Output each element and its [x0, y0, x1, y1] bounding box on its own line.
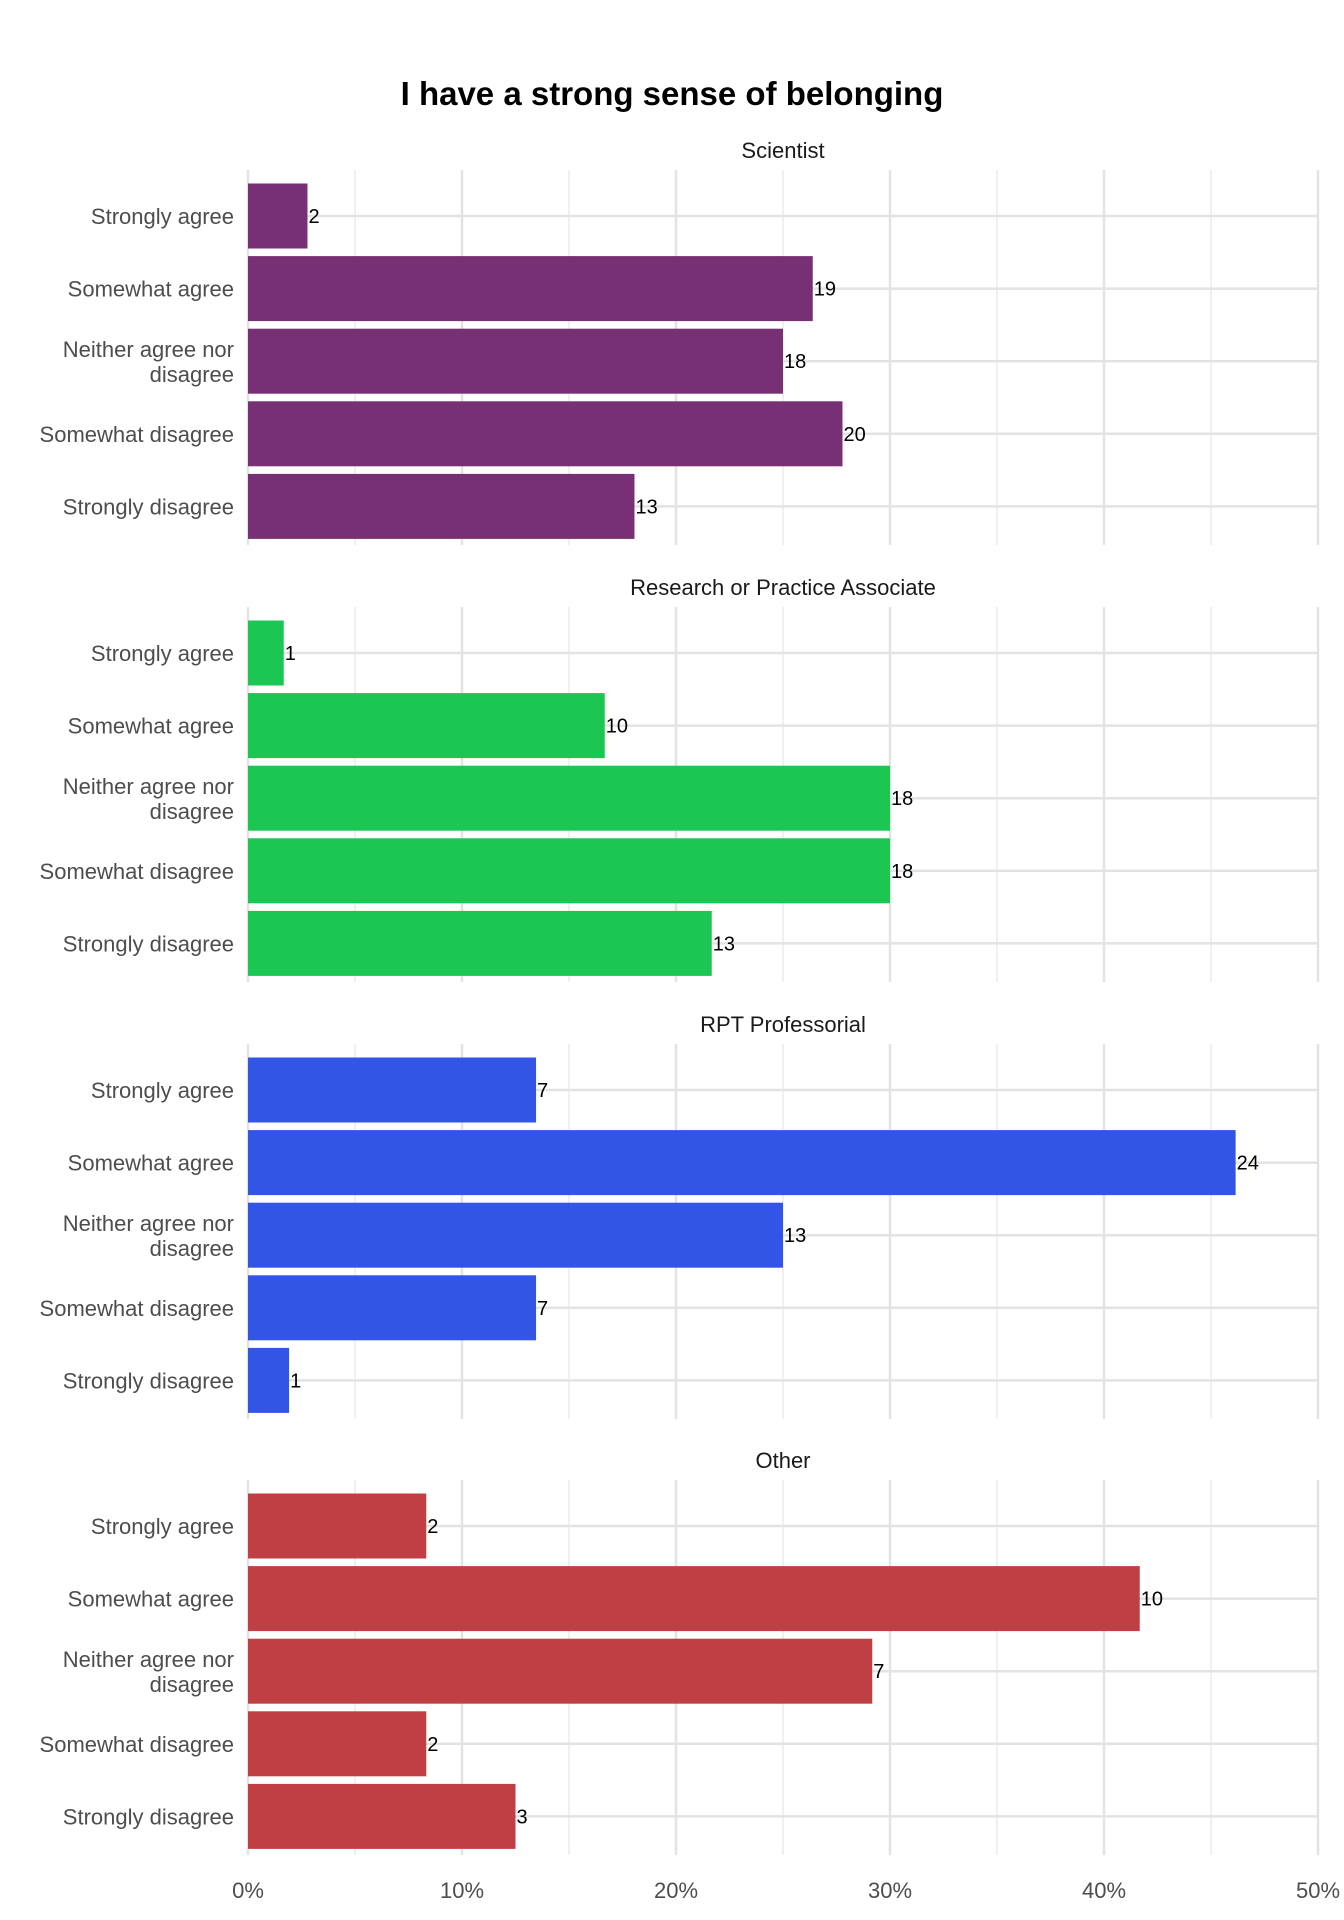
category-label: Somewhat agree [68, 1587, 234, 1612]
bar [248, 693, 605, 759]
category-label: Strongly disagree [63, 1368, 234, 1393]
category-label: Strongly agree [91, 204, 234, 229]
category-label: Strongly disagree [63, 931, 234, 956]
category-label: Somewhat agree [68, 1151, 234, 1176]
data-label: 13 [784, 1225, 806, 1247]
panel-other: Other 2 Strongly agree 10 Somewhat agree 7 Nei… [40, 1448, 1320, 1855]
x-tick-label: 10% [440, 1878, 484, 1903]
category-label: Somewhat agree [68, 714, 234, 739]
data-label: 10 [606, 716, 628, 738]
data-label: 13 [635, 496, 657, 518]
category-label: Somewhat disagree [40, 422, 234, 447]
panel-title: RPT Professorial [700, 1012, 866, 1037]
panel-rpt-professorial: RPT Professorial 7 Strongly agree 24 Somewha… [40, 1012, 1320, 1419]
bar [248, 1566, 1140, 1632]
panel-scientist: Scientist 2 Strongly agree 19 Somewhat agree… [40, 138, 1320, 545]
chart-title: I have a strong sense of belonging [401, 75, 944, 112]
data-label: 18 [891, 788, 913, 810]
category-label: Neither agree nor disagree [63, 1211, 234, 1261]
data-label: 18 [784, 351, 806, 373]
data-label: 7 [537, 1080, 548, 1102]
category-label-line: disagree [150, 362, 234, 387]
data-label: 1 [285, 643, 296, 665]
category-label-line: disagree [150, 1236, 234, 1261]
category-label: Strongly agree [91, 1514, 234, 1539]
category-label: Neither agree nor disagree [63, 774, 234, 824]
data-label: 1 [290, 1370, 301, 1392]
x-tick-label: 30% [868, 1878, 912, 1903]
data-label: 24 [1237, 1153, 1259, 1175]
bar [248, 1202, 783, 1268]
category-label: Somewhat disagree [40, 1296, 234, 1321]
bar [248, 401, 843, 467]
category-label: Strongly disagree [63, 1804, 234, 1829]
data-label: 2 [427, 1516, 438, 1538]
data-label: 3 [517, 1806, 528, 1828]
category-label-line: disagree [150, 1672, 234, 1697]
bar [248, 838, 890, 904]
x-tick-label: 40% [1082, 1878, 1126, 1903]
panel-title: Research or Practice Associate [630, 575, 936, 600]
panel-research-or-practice-associate: Research or Practice Associate 1 Strongly … [40, 575, 1320, 982]
data-label: 18 [891, 861, 913, 883]
category-label-line: Neither agree nor [63, 774, 234, 799]
bar [248, 620, 284, 686]
bar [248, 1493, 427, 1559]
category-label: Neither agree nor disagree [63, 337, 234, 387]
category-label: Neither agree nor disagree [63, 1647, 234, 1697]
chart-panels: Scientist 2 Strongly agree 19 Somewhat agree… [40, 138, 1320, 1855]
bar [248, 473, 635, 539]
data-label: 2 [308, 206, 319, 228]
category-label: Somewhat disagree [40, 859, 234, 884]
data-label: 10 [1141, 1589, 1163, 1611]
x-axis: 0% 10% 20% 30% 40% 50% [232, 1878, 1340, 1903]
bar [248, 765, 890, 831]
x-tick-label: 50% [1296, 1878, 1340, 1903]
data-label: 19 [814, 279, 836, 301]
data-label: 2 [427, 1734, 438, 1756]
category-label-line: disagree [150, 799, 234, 824]
bar [248, 256, 813, 322]
category-label: Somewhat disagree [40, 1732, 234, 1757]
category-label: Strongly agree [91, 1078, 234, 1103]
x-tick-label: 20% [654, 1878, 698, 1903]
panel-title: Scientist [741, 138, 824, 163]
bar [248, 1638, 873, 1704]
data-label: 13 [713, 933, 735, 955]
data-label: 7 [873, 1661, 884, 1683]
category-label-line: Neither agree nor [63, 1211, 234, 1236]
category-label: Strongly agree [91, 641, 234, 666]
bar [248, 328, 783, 394]
bar [248, 1347, 290, 1413]
bar [248, 1711, 427, 1777]
data-label: 7 [537, 1298, 548, 1320]
bar [248, 1057, 537, 1123]
category-label: Somewhat agree [68, 277, 234, 302]
bar [248, 1130, 1236, 1196]
data-label: 20 [843, 424, 865, 446]
category-label-line: Neither agree nor [63, 337, 234, 362]
panel-title: Other [755, 1448, 810, 1473]
x-tick-label: 0% [232, 1878, 264, 1903]
category-label-line: Neither agree nor [63, 1647, 234, 1672]
category-label: Strongly disagree [63, 494, 234, 519]
bar [248, 183, 308, 249]
bar [248, 1783, 516, 1849]
bar [248, 1275, 537, 1341]
bar [248, 910, 712, 976]
